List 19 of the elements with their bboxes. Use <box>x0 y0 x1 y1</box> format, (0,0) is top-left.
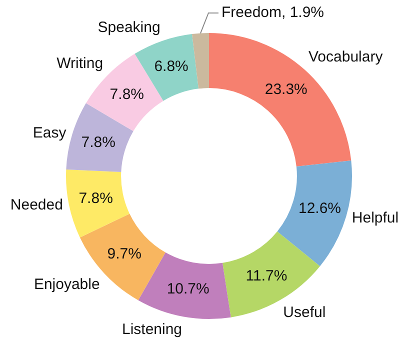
slice-label: Freedom, 1.9% <box>221 4 324 22</box>
data-label: 12.6% <box>298 200 342 217</box>
data-label: 9.7% <box>107 246 142 263</box>
slice-label: Needed <box>10 196 63 214</box>
data-label: 7.8% <box>81 134 116 152</box>
slice-label: Writing <box>56 54 104 72</box>
data-label: 6.8% <box>154 58 188 75</box>
slice-label: Enjoyable <box>34 276 100 294</box>
data-label: 7.8% <box>78 190 113 207</box>
slice-label: Easy <box>32 124 67 142</box>
data-label: 7.8% <box>110 86 144 103</box>
data-label: 11.7% <box>246 267 288 284</box>
slice-label: Speaking <box>98 18 160 36</box>
slice-label: Useful <box>283 304 326 321</box>
data-label: 23.3% <box>264 81 308 98</box>
slice-label: Listening <box>122 321 182 338</box>
data-label: 10.7% <box>166 280 210 298</box>
slice-label: Vocabulary <box>308 48 384 66</box>
slice-label: Helpful <box>352 209 399 226</box>
